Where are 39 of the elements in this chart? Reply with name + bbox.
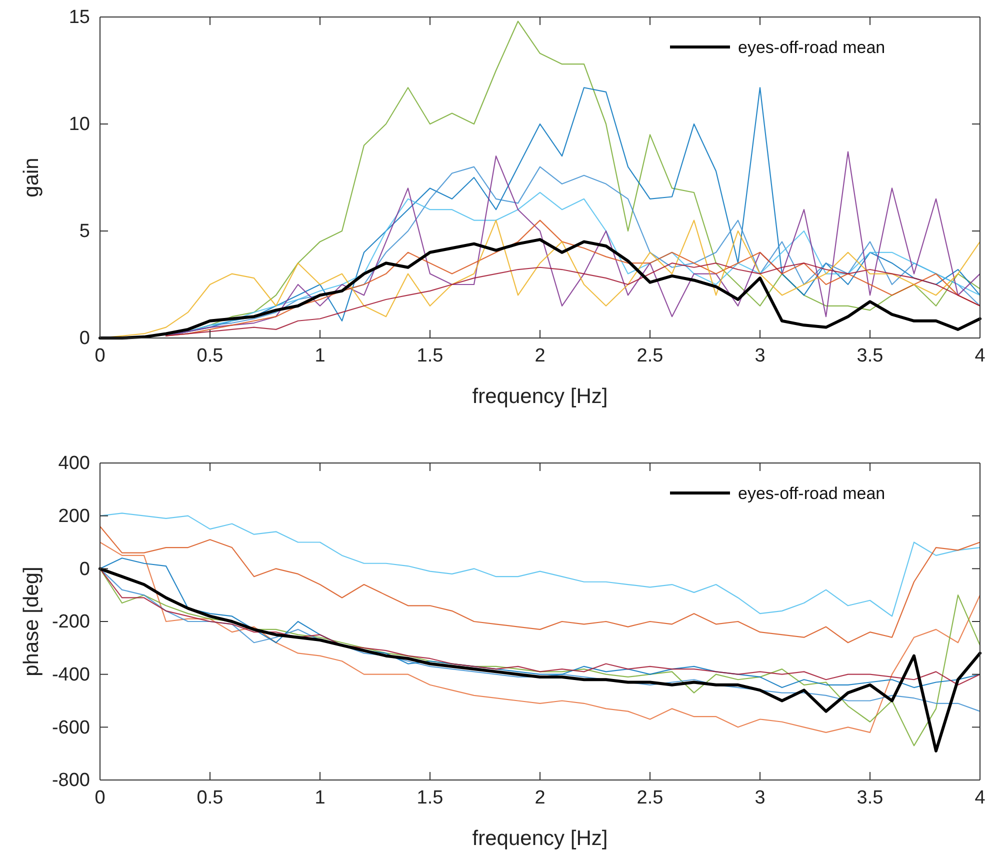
line-series (165, 262, 981, 336)
y-axis-title: phase [deg] (20, 566, 43, 676)
y-tick-label: -200 (52, 612, 90, 633)
x-tick-label: 0.5 (196, 787, 224, 808)
x-tick-label: 2.5 (636, 345, 664, 366)
line-series (99, 512, 981, 617)
x-tick-label: 2 (534, 787, 546, 808)
y-tick-label: 15 (68, 7, 90, 28)
x-tick-label: 2.5 (636, 787, 664, 808)
y-tick-label: -400 (52, 664, 90, 686)
y-axis-title: gain (20, 158, 43, 198)
x-tick-label: 1 (314, 787, 326, 808)
y-tick-label: 400 (58, 453, 90, 474)
x-axis-title: frequency [Hz] (472, 827, 608, 850)
x-tick-label: 1.5 (416, 787, 444, 808)
x-tick-label: 0.5 (196, 345, 224, 366)
line-series (99, 542, 981, 733)
x-tick-label: 3 (754, 345, 766, 366)
y-tick-label: 0 (79, 558, 90, 580)
x-tick-label: 4 (974, 345, 986, 366)
x-tick-label: 0 (94, 787, 106, 808)
y-tick-label: -600 (52, 717, 90, 738)
y-tick-label: 0 (79, 328, 90, 350)
legend-label: eyes-off-road mean (738, 484, 886, 503)
y-tick-label: 10 (68, 114, 90, 136)
x-axis-title: frequency [Hz] (472, 385, 608, 408)
x-tick-label: 2 (534, 345, 546, 366)
x-tick-label: 3 (754, 787, 766, 808)
line-series (99, 526, 981, 644)
x-tick-label: 4 (974, 787, 986, 808)
x-tick-label: 0 (94, 345, 106, 366)
legend-label: eyes-off-road mean (738, 38, 886, 57)
x-tick-label: 1.5 (416, 345, 444, 366)
x-tick-label: 3.5 (856, 345, 884, 366)
y-tick-label: 5 (79, 221, 90, 242)
y-tick-label: -800 (52, 770, 90, 792)
x-tick-label: 1 (314, 345, 326, 366)
y-tick-label: 200 (58, 506, 90, 527)
x-tick-label: 3.5 (856, 787, 884, 808)
